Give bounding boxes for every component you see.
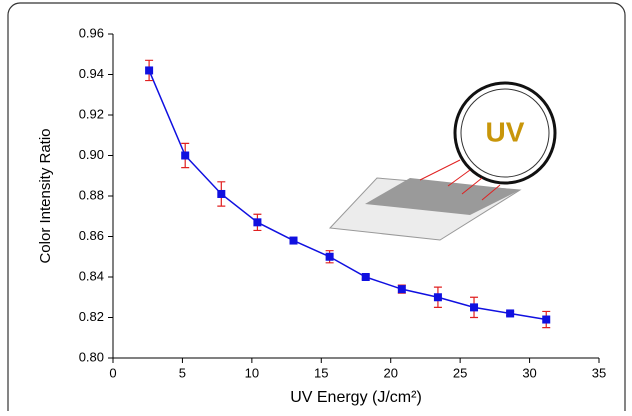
- x-tick-label: 0: [109, 365, 116, 380]
- line: [148, 70, 547, 321]
- x-tick-label: 30: [522, 365, 536, 380]
- y-tick-label: 0.92: [79, 106, 104, 121]
- y-tick-label: 0.88: [79, 187, 104, 202]
- y-tick-label: 0.94: [79, 66, 104, 81]
- marker: [542, 315, 551, 324]
- marker: [397, 285, 406, 294]
- y-axis-label: Color Intensity Ratio: [37, 128, 54, 263]
- y-tick-label: 0.96: [79, 25, 104, 40]
- inset-label: UV: [486, 116, 525, 147]
- marker: [470, 303, 479, 312]
- marker: [325, 252, 334, 261]
- marker: [145, 66, 154, 75]
- y-tick-label: 0.90: [79, 147, 104, 162]
- marker: [217, 189, 226, 198]
- x-tick-label: 5: [179, 365, 186, 380]
- y-tick-label: 0.86: [79, 228, 104, 243]
- x-tick-label: 20: [383, 365, 397, 380]
- marker: [289, 236, 298, 245]
- x-tick-label: 10: [245, 365, 259, 380]
- x-tick-label: 35: [592, 365, 606, 380]
- frame: [7, 2, 626, 416]
- marker: [506, 309, 515, 318]
- marker: [181, 151, 190, 160]
- y-tick-label: 0.84: [79, 268, 104, 283]
- marker: [361, 273, 370, 281]
- y-tick-label: 0.80: [79, 349, 104, 364]
- inset-illustration: [328, 81, 557, 241]
- y-tick-label: 0.82: [79, 309, 104, 324]
- marker: [433, 293, 442, 302]
- x-tick-label: 25: [453, 365, 467, 380]
- x-tick-label: 15: [314, 365, 328, 380]
- marker: [253, 218, 262, 227]
- x-axis-label: UV Energy (J/cm²): [290, 389, 422, 406]
